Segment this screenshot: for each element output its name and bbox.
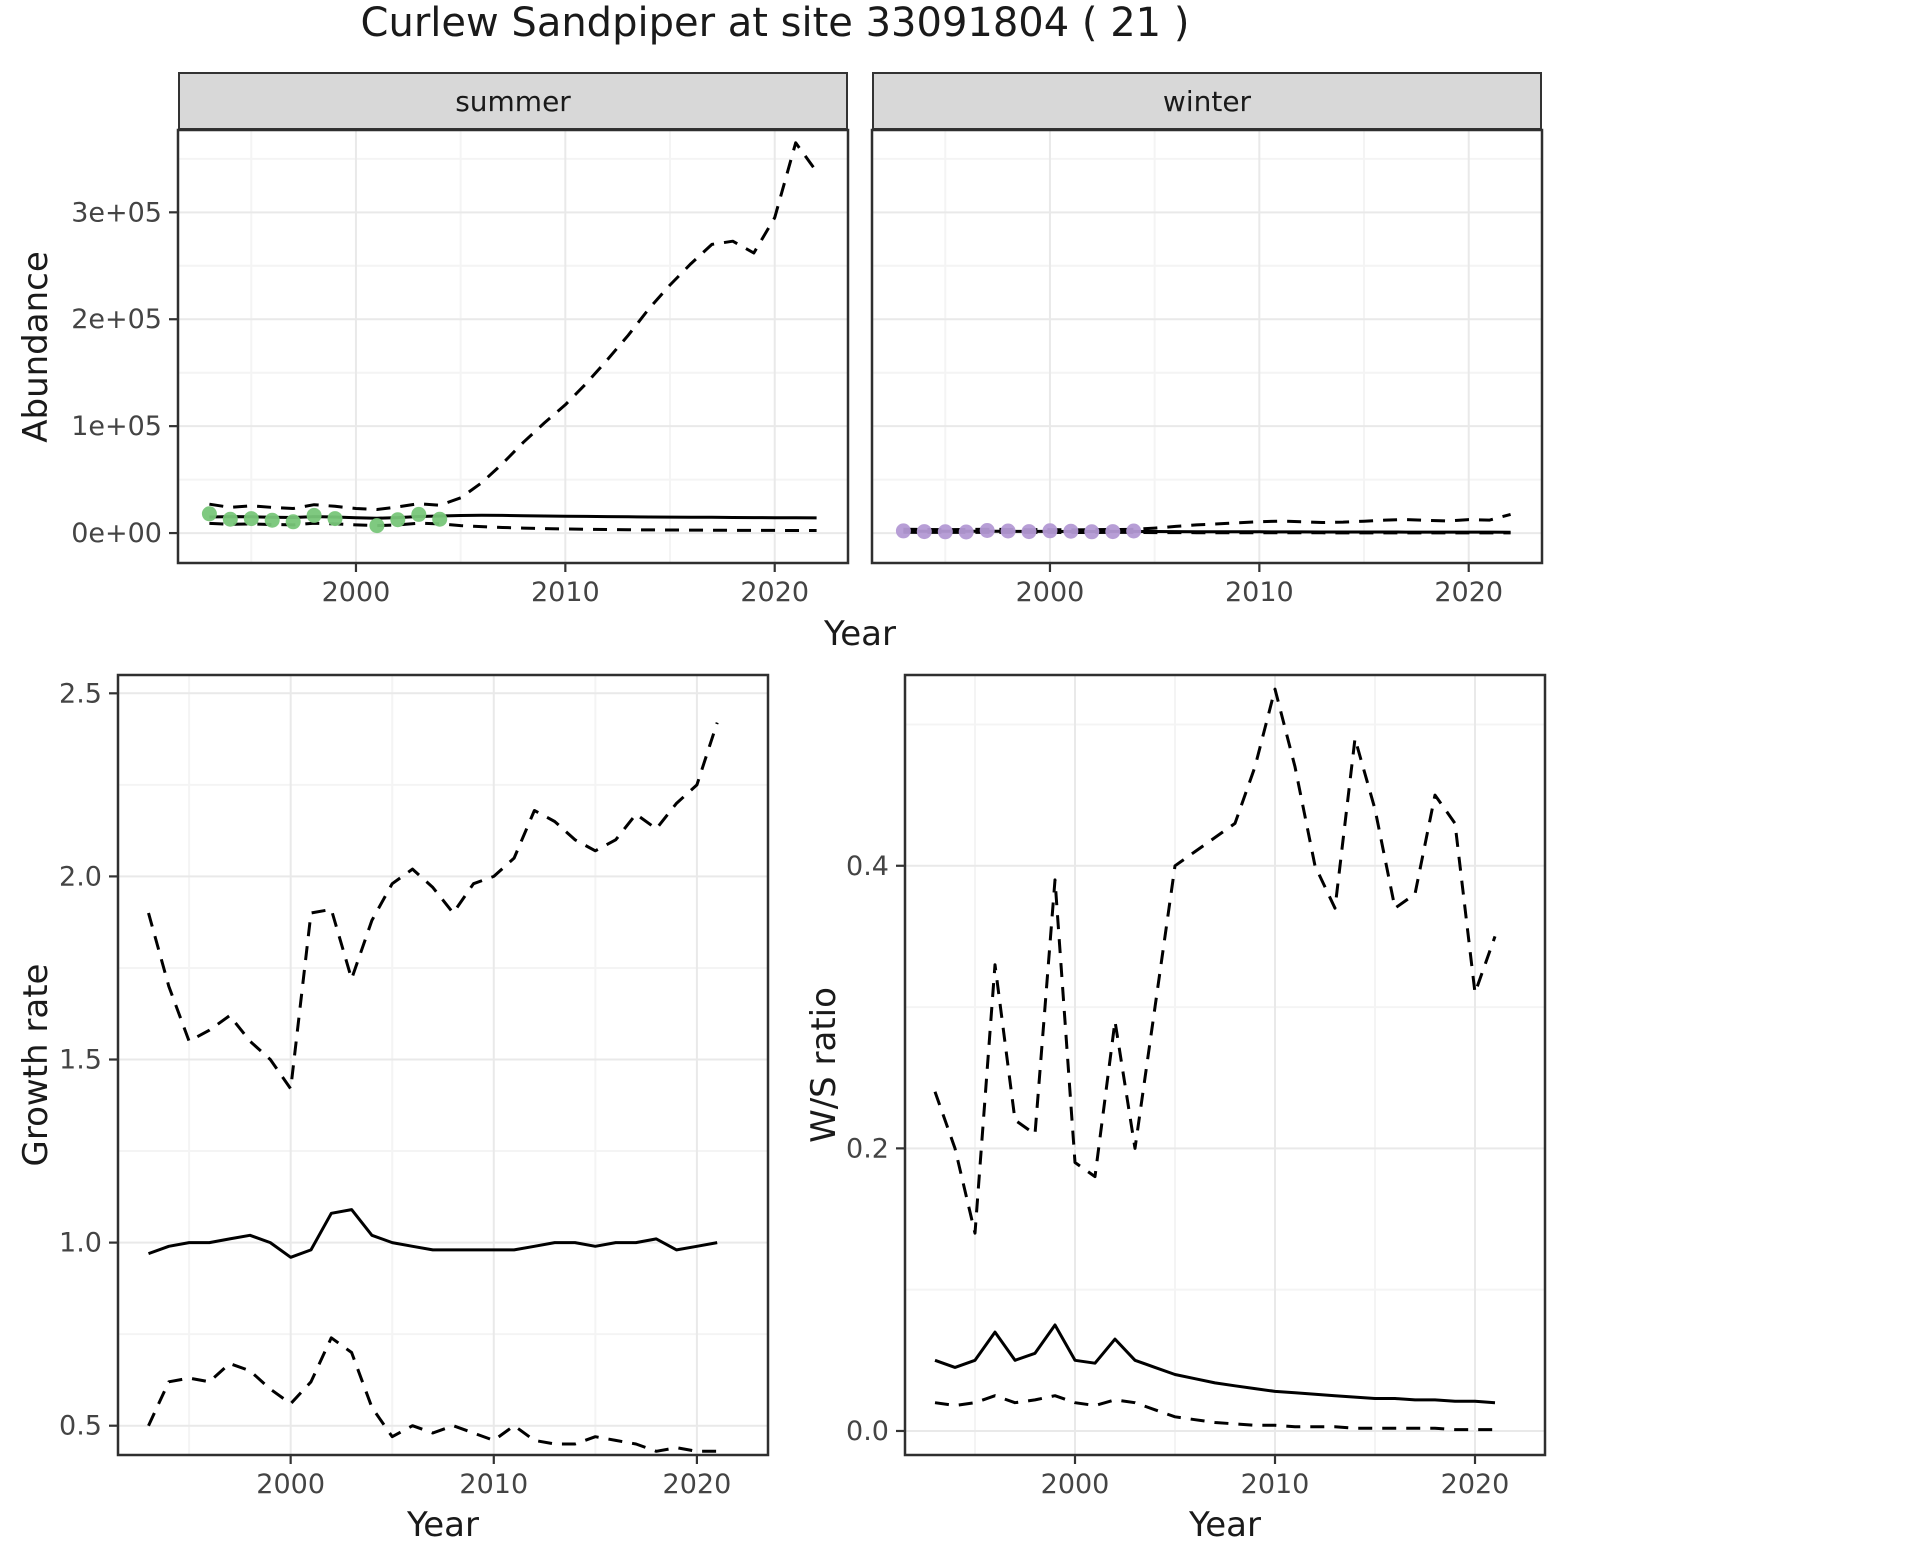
- y-tick-label: 1e+05: [71, 411, 162, 442]
- data-point: [285, 514, 301, 530]
- facet-strip-summer: summer: [178, 72, 848, 130]
- growth_rate-upper_ci-line: [147, 722, 719, 1091]
- abundance_summer-observed-points: [201, 506, 448, 534]
- data-point: [432, 511, 448, 527]
- growth_rate-series: [147, 722, 719, 1453]
- growth_rate-y-axis: 0.5 1.0 1.5 2.0 2.5: [59, 678, 118, 1442]
- growth_rate-lower_ci-line: [147, 1336, 718, 1453]
- data-point: [390, 512, 406, 528]
- abundance_summer-border: [176, 128, 850, 565]
- x-tick-label: 2000: [1041, 1469, 1110, 1500]
- ws_ratio-lower_ci-line: [934, 1394, 1495, 1432]
- data-point: [369, 518, 385, 534]
- data-point: [937, 524, 953, 540]
- data-point: [201, 506, 217, 522]
- top-x-axis-title: Year: [824, 614, 896, 654]
- abundance_winter-observed-points: [895, 523, 1142, 540]
- y-tick-label: 1.0: [59, 1228, 102, 1259]
- ws_ratio-y-axis: 0.0 0.2 0.4: [846, 851, 905, 1447]
- ws_ratio-border: [903, 673, 1547, 1457]
- abundance_summer-series: [201, 141, 818, 534]
- data-point: [306, 507, 322, 523]
- y-tick-label: 0e+00: [71, 518, 162, 549]
- data-point: [411, 506, 427, 522]
- data-point: [1084, 524, 1100, 540]
- plot-title: Curlew Sandpiper at site 33091804 ( 21 ): [360, 0, 1190, 46]
- data-point: [958, 524, 974, 540]
- x-tick-label: 2010: [459, 1469, 528, 1500]
- x-tick-label: 2000: [256, 1469, 325, 1500]
- abundance_summer-panel: 2000 2010 2020 0e+00 1e+05 2e+05 3e+05: [71, 128, 850, 608]
- abundance_winter-grid: [872, 130, 1542, 563]
- x-tick-label: 2020: [663, 1469, 732, 1500]
- data-point: [916, 524, 932, 540]
- growth_rate-x-axis: 2000 2010 2020: [256, 1455, 731, 1500]
- data-point: [1042, 523, 1058, 539]
- abundance_summer-y-axis: 0e+00 1e+05 2e+05 3e+05: [71, 197, 178, 549]
- x-tick-label: 2020: [1441, 1469, 1510, 1500]
- y-tick-label: 1.5: [59, 1045, 102, 1076]
- growth_rate-border: [116, 673, 770, 1457]
- x-tick-label: 2010: [531, 577, 600, 608]
- y-tick-label: 0.4: [846, 851, 889, 882]
- x-tick-label: 2000: [1016, 577, 1085, 608]
- data-point: [1126, 523, 1142, 539]
- growth_rate-panel: 2000 2010 2020 0.5 1.0 1.5 2.0 2.5: [59, 673, 770, 1500]
- y-tick-label: 3e+05: [71, 197, 162, 228]
- data-point: [327, 511, 343, 527]
- x-tick-label: 2010: [1225, 577, 1294, 608]
- abundance_summer-upper_ci-line: [209, 141, 818, 511]
- growth-rate-x-axis-title: Year: [407, 1505, 479, 1545]
- growth_rate-grid: [118, 675, 768, 1455]
- y-tick-label: 0.5: [59, 1411, 102, 1442]
- ws_ratio-median-line: [934, 1323, 1496, 1405]
- data-point: [1021, 524, 1037, 540]
- x-tick-label: 2020: [740, 577, 809, 608]
- ws-ratio-x-axis-title: Year: [1189, 1505, 1261, 1545]
- facet-strip-winter-label: winter: [1162, 84, 1252, 118]
- facet-strip-winter: winter: [872, 72, 1542, 130]
- y-tick-label: 2e+05: [71, 304, 162, 335]
- y-tick-label: 2.0: [59, 861, 102, 892]
- y-tick-label: 0.0: [846, 1416, 889, 1447]
- data-point: [979, 523, 995, 538]
- data-point: [1000, 523, 1016, 539]
- data-point: [1063, 523, 1079, 539]
- abundance_summer-x-axis: 2000 2010 2020: [322, 563, 809, 608]
- ws_ratio-x-axis: 2000 2010 2020: [1041, 1455, 1510, 1500]
- data-point: [222, 511, 238, 527]
- ws_ratio-upper_ci-line: [933, 687, 1497, 1235]
- abundance_winter-series: [895, 512, 1511, 540]
- data-point: [264, 512, 280, 528]
- abundance_winter-panel: 2000 2010 2020: [870, 128, 1544, 608]
- abundance_summer-lower_ci-line: [209, 521, 817, 532]
- x-tick-label: 2000: [322, 577, 391, 608]
- y-tick-label: 2.5: [59, 678, 102, 709]
- data-point: [243, 511, 259, 527]
- facet-strip-summer-label: summer: [455, 84, 571, 118]
- abundance_winter-border: [870, 128, 1544, 565]
- x-tick-label: 2020: [1434, 577, 1503, 608]
- data-point: [895, 523, 911, 539]
- growth_rate-median-line: [147, 1208, 718, 1259]
- abundance_summer-grid: [178, 130, 848, 563]
- y-tick-label: 0.2: [846, 1133, 889, 1164]
- data-point: [1105, 524, 1121, 540]
- abundance_winter-x-axis: 2000 2010 2020: [1016, 563, 1503, 608]
- ws_ratio-series: [933, 687, 1497, 1432]
- ws_ratio-panel: 2000 2010 2020 0.0 0.2 0.4: [846, 673, 1547, 1500]
- x-tick-label: 2010: [1241, 1469, 1310, 1500]
